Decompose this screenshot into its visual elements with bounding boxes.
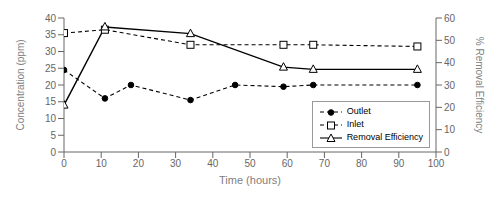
svg-text:5: 5: [50, 130, 56, 141]
html-text:Removal Efficiency: Removal Efficiency: [346, 132, 423, 142]
svg-text:60: 60: [444, 13, 456, 24]
html-text:Outlet: Outlet: [346, 106, 371, 116]
svg-text:0: 0: [50, 147, 56, 158]
svg-text:Concentration (ppm): Concentration (ppm): [15, 39, 26, 130]
svg-text:25: 25: [45, 63, 57, 74]
svg-text:40: 40: [207, 158, 219, 169]
svg-text:50: 50: [244, 158, 256, 169]
svg-text:20: 20: [45, 80, 57, 91]
svg-text:70: 70: [319, 158, 331, 169]
html-text:Inlet: Inlet: [346, 119, 364, 129]
svg-text:0: 0: [61, 158, 67, 169]
svg-text:% Removal Efficiency: % Removal Efficiency: [474, 37, 485, 134]
svg-text:40: 40: [444, 57, 456, 68]
svg-text:10: 10: [444, 124, 456, 135]
svg-text:30: 30: [170, 158, 182, 169]
svg-text:60: 60: [282, 158, 294, 169]
svg-text:90: 90: [393, 158, 405, 169]
svg-text:20: 20: [444, 102, 456, 113]
svg-text:80: 80: [356, 158, 368, 169]
svg-text:10: 10: [45, 113, 57, 124]
svg-text:0: 0: [444, 147, 450, 158]
svg-text:50: 50: [444, 35, 456, 46]
svg-text:35: 35: [45, 29, 57, 40]
svg-text:15: 15: [45, 96, 57, 107]
svg-text:10: 10: [96, 158, 108, 169]
svg-text:40: 40: [45, 13, 57, 24]
svg-text:30: 30: [45, 46, 57, 57]
svg-text:20: 20: [133, 158, 145, 169]
svg-text:30: 30: [444, 80, 456, 91]
svg-text:Time (hours): Time (hours): [219, 174, 281, 186]
svg-text:100: 100: [428, 158, 445, 169]
